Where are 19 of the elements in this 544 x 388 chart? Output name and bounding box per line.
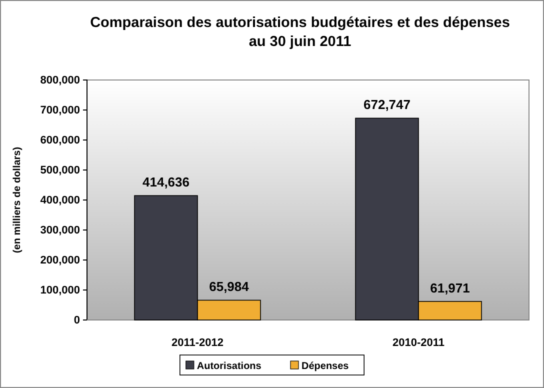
y-tick-label: 400,000: [40, 194, 80, 207]
data-label: 414,636: [142, 174, 190, 190]
y-tick-label: 300,000: [40, 224, 80, 237]
x-tick-label: 2011-2012: [172, 336, 224, 349]
y-axis-title: (en milliers de dollars): [12, 146, 23, 254]
data-label: 61,971: [430, 280, 470, 296]
y-tick-label: 200,000: [40, 254, 80, 267]
y-tick-label: 800,000: [40, 74, 80, 87]
legend-label: Dépenses: [302, 361, 350, 372]
y-tick-label: 600,000: [40, 134, 80, 147]
x-tick-label: 2010-2011: [392, 336, 444, 349]
y-tick-label: 500,000: [40, 164, 80, 177]
data-label: 672,747: [364, 97, 410, 112]
y-tick-label: 0: [74, 314, 80, 327]
legend-label: Autorisations: [196, 361, 262, 372]
y-tick-label: 700,000: [40, 104, 80, 117]
chart-title: Comparaison des autorisations budgétaires et des dépenses au 30 juin 2011: [90, 15, 510, 50]
y-tick-label: 100,000: [40, 284, 80, 297]
data-label: 65,984: [209, 279, 250, 294]
